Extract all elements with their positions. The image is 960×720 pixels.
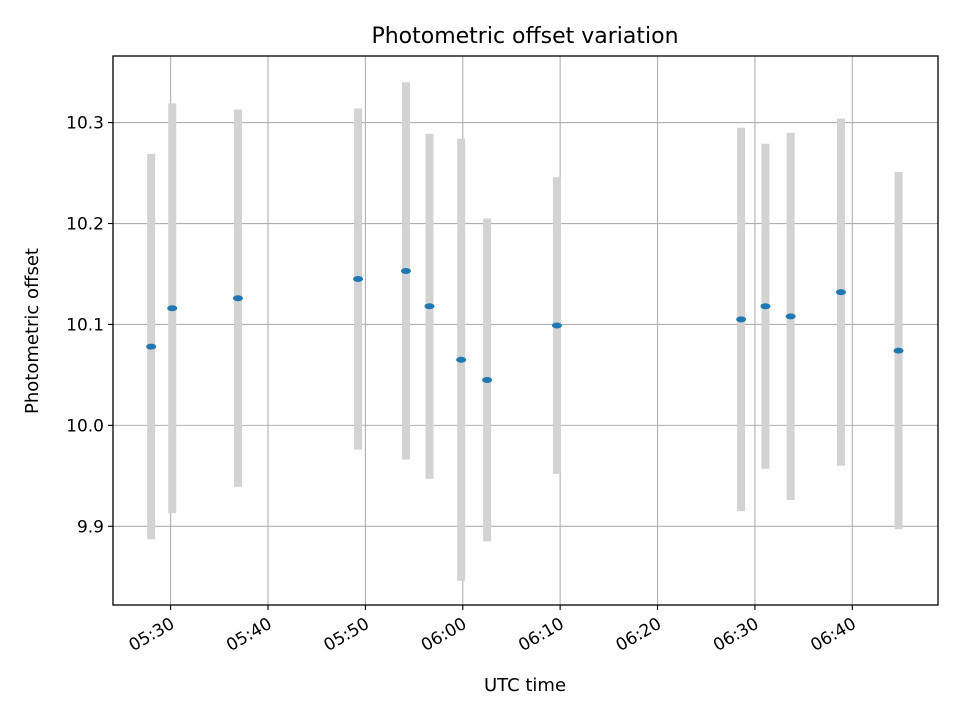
data-point [424, 303, 435, 310]
chart-title: Photometric offset variation [371, 24, 678, 49]
data-point [167, 305, 178, 312]
data-point [835, 289, 846, 296]
data-point [146, 343, 157, 350]
plot-frame [112, 55, 939, 606]
y-tick-label: 10.1 [66, 315, 104, 335]
data-point [400, 267, 411, 274]
data-point [760, 303, 771, 310]
data-point [353, 276, 364, 283]
y-tick-label: 9.9 [77, 517, 104, 537]
y-axis-ticks: 9.9 10.0 10.1 10.2 10.3 [66, 114, 113, 537]
data-point [893, 347, 904, 354]
y-tick-label: 10.2 [66, 215, 104, 235]
y-axis-label: Photometric offset [22, 248, 43, 414]
data-point [232, 295, 243, 302]
data-point [482, 376, 493, 383]
data-point [736, 316, 747, 323]
y-tick-label: 10.0 [66, 416, 104, 436]
data-point [785, 313, 796, 320]
data-point [456, 356, 467, 363]
y-tick-label: 10.3 [66, 114, 104, 134]
data-point [551, 322, 562, 329]
data-points [146, 267, 904, 383]
x-axis-label: UTC time [484, 675, 566, 696]
